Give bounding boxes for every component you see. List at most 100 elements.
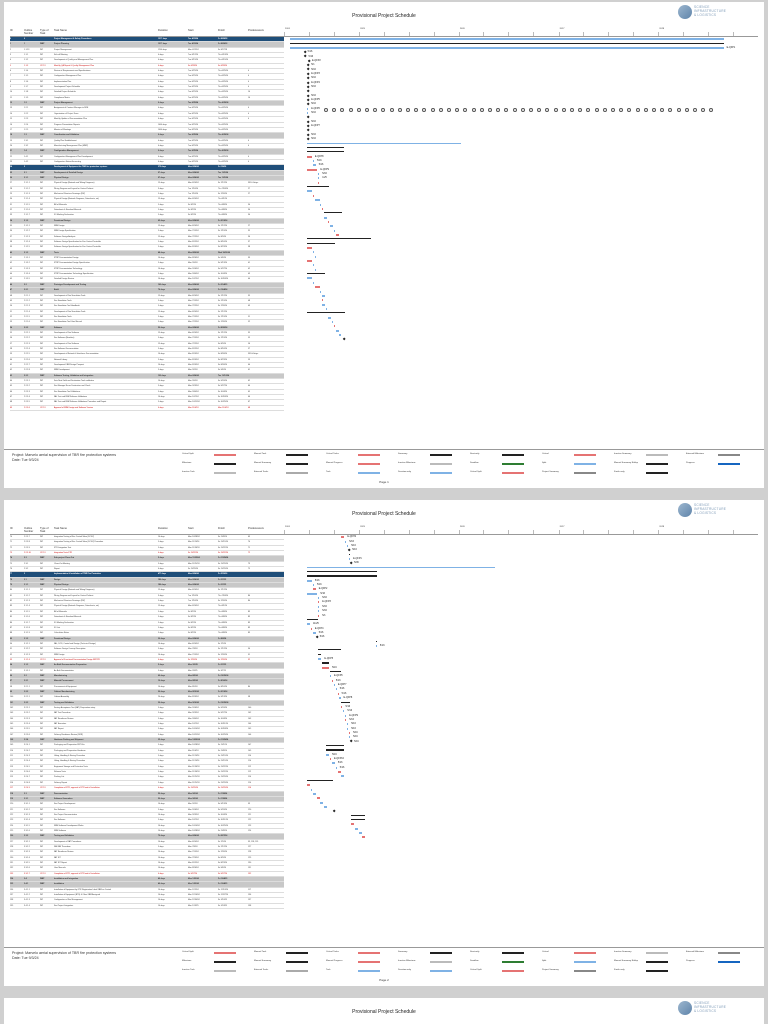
table-row[interactable]: 57 2.2.2.3 WP Development of Fire Software 1… [10,342,284,347]
milestone-marker[interactable] [315,635,319,639]
table-row[interactable]: 83 3.1.1.4 WP Physical Design (Network Diag… [10,604,284,610]
task-bar[interactable] [306,190,312,193]
milestone-marker[interactable] [306,76,311,81]
task-bar[interactable] [306,260,312,263]
table-row[interactable]: 51 2.2.1.4 WP Development of Fire Simulatio… [10,310,284,315]
task-bar[interactable] [375,644,377,647]
milestone-marker[interactable] [306,133,311,137]
table-row[interactable]: 116 3.2.4.8 WP Delivery Report 5 days Mon 11/… [10,781,284,787]
task-bar[interactable] [335,766,337,769]
table-row[interactable]: 62 2.2.2.8 WP FBM Development 5 days Mon 9/2/… [10,368,284,374]
table-row[interactable]: 113 3.2.4.5 WP Equipment Storage and Protec… [10,765,284,771]
task-bar[interactable] [347,727,349,730]
table-row[interactable]: 88 3.1.1.9 WP Calculation Notes 5 days Fri 8/… [10,631,284,637]
table-row[interactable]: 48 2.2.1.1 WP Development of Fire Simulatio… [10,294,284,299]
milestone-marker[interactable] [342,337,347,342]
table-row[interactable]: 33 2.1.1.7 WP I/O Marking Declaration 5 days… [10,213,284,219]
task-bar[interactable] [306,784,310,787]
task-bar[interactable] [322,666,330,669]
task-bar[interactable] [290,38,724,40]
task-bar[interactable] [318,649,341,651]
task-bar[interactable] [324,216,328,219]
task-bar[interactable] [306,247,312,249]
table-row[interactable]: 40 2.1.3 WBP Tests 48 days Mon 8/26/24 Wed 10/… [10,250,284,257]
table-row[interactable]: 63 2.2.3 WBP Software Testing, Validation a… [10,373,284,379]
table-row[interactable]: 122 3.3.1.3 WP Fire Project Documentation 10… [10,813,284,819]
table-row[interactable]: 27 2.1.1.1 WP Physical Design (Network and … [10,181,284,187]
table-row[interactable]: 28 2.1.1.2 WP Wiring Diagram and Layout for… [10,187,284,192]
task-bar[interactable] [306,142,462,144]
table-row[interactable]: 91 3.1.2.2 WP Software Design Concept Descr… [10,647,284,653]
table-row[interactable]: 47 2.2.1 WBP Build 76 days Mon 6/24/24 Fri 10/… [10,288,284,294]
table-row[interactable]: 131 3.3.2.5 WP FAT KIT Report 10 days Mon 8/1… [10,861,284,867]
task-bar[interactable] [324,212,342,214]
table-row[interactable]: 133 3.3.2.7 CP-T4 Completion of FTR, approv… [10,872,284,877]
task-bar[interactable] [350,818,366,821]
table-row[interactable]: 78 3.1 WBP Design 186 days Mon 6/24/24 Fri 3/7… [10,577,284,584]
task-bar[interactable] [312,281,314,284]
task-bar[interactable] [306,155,312,158]
task-bar[interactable] [306,168,318,171]
table-row[interactable]: 38 2.1.2.4 WP Software Design Specification… [10,240,284,246]
task-bar[interactable] [306,151,344,153]
table-row[interactable]: 97 3.2.1 WBP Material Procurement 10 days Mon… [10,679,284,685]
table-row[interactable]: 117 3.2.4.9 CP-T4 Completion of FTR, approv… [10,786,284,792]
task-bar[interactable] [335,329,339,332]
table-row[interactable]: 24 2 Development of Equipment for TBR fire… [10,165,284,171]
task-bar[interactable] [326,745,345,747]
table-row[interactable]: 20 1.3.2 WP Manufacturing Management Plan (… [10,144,284,150]
table-row[interactable]: 43 2.1.3.3 WP FTRP Documentation Technology… [10,267,284,273]
task-bar[interactable] [317,610,320,613]
table-row[interactable]: 112 3.2.4.4 WP Lifting, Handling & Storing … [10,759,284,765]
task-bar[interactable] [375,640,377,642]
table-row[interactable]: 125 3.3.1.6 WP FBM Software 10 days Mon 10/28… [10,829,284,835]
table-row[interactable]: 7 1.1.5 WP Configuration Management Plan 0 d… [10,74,284,80]
milestone-marker[interactable] [306,72,311,76]
milestone-marker[interactable] [306,63,311,67]
table-row[interactable]: 126 3.3.2 WBP Testing and Validation 70 days… [10,834,284,840]
task-bar[interactable] [350,814,366,816]
table-row[interactable]: 71 2.2.3.8 WP Integration Testing of Fire C… [10,540,284,546]
table-row[interactable]: 8 1.1.6 WP Implementation Plan 0 days Tue 6/2… [10,80,284,86]
table-row[interactable]: 86 3.1.1.7 WP I/O Marking Declaration 5 days… [10,621,284,626]
milestone-marker[interactable] [306,120,311,124]
table-row[interactable]: 99 3.2.2 WBP Cabinet Manufacturing 20 days Mo… [10,689,284,696]
task-bar[interactable] [341,701,351,703]
table-row[interactable]: 79 3.1.1 WBP Physical Design 186 days Mon 6/2… [10,583,284,589]
table-row[interactable]: 68 2.2.3.5 WP FAL Test and FBM Software Val… [10,400,284,406]
milestone-marker[interactable] [349,561,353,565]
task-bar[interactable] [331,320,333,323]
task-bar[interactable] [306,571,377,573]
table-row[interactable]: 118 3.3 WBP Documentation 50 days Mon 9/2/24 F… [10,791,284,797]
table-row[interactable]: 103 3.2.3.2 WP FAT Test Procedure 5 days Mon … [10,711,284,717]
task-bar[interactable] [337,771,341,774]
table-row[interactable]: 134 3.4 WBP Installation and Integration 40 … [10,877,284,883]
task-bar[interactable] [307,107,309,110]
table-row[interactable]: 115 3.2.4.7 WP Packing List 5 days Mon 11/25/… [10,775,284,781]
task-bar[interactable] [312,160,314,162]
task-bar[interactable] [314,286,320,289]
task-bar[interactable] [349,553,351,555]
task-bar[interactable] [362,836,366,839]
table-row[interactable]: 65 2.2.3.2 WP Fire Manager Nurse Destinatio… [10,384,284,390]
task-bar[interactable] [312,588,316,591]
table-row[interactable]: 104 3.2.3.3 WP FAT Readiness Review 5 days Mo… [10,717,284,723]
task-bar[interactable] [312,251,314,254]
table-row[interactable]: 0 0 Project Management & Safety Procedures… [10,37,284,43]
task-bar[interactable] [306,238,372,240]
milestone-marker[interactable] [306,94,311,98]
table-row[interactable]: 1 1 WBP Project Planning 1217 days Tue 4/23/2… [10,42,284,48]
task-bar[interactable] [349,557,351,560]
task-bar[interactable] [306,186,330,188]
task-bar[interactable] [306,273,326,275]
table-row[interactable]: 50 2.2.1.3 WP Fire Simulation Tool Handbook… [10,304,284,310]
task-bar[interactable] [333,684,335,687]
table-row[interactable]: 110 3.2.4.2 WP Packaging and Preparation Ha… [10,749,284,755]
task-bar[interactable] [329,671,341,673]
table-row[interactable]: 67 2.2.3.4 WP FAL Test and FBM Software Val… [10,395,284,401]
task-bar[interactable] [290,42,724,44]
milestone-marker[interactable] [306,137,311,141]
task-bar[interactable] [312,584,314,587]
table-row[interactable]: 129 3.3.2.3 WP FAT Readiness Review 10 days M… [10,850,284,856]
table-row[interactable]: 39 2.1.2.5 WP Software Design Specification… [10,245,284,251]
